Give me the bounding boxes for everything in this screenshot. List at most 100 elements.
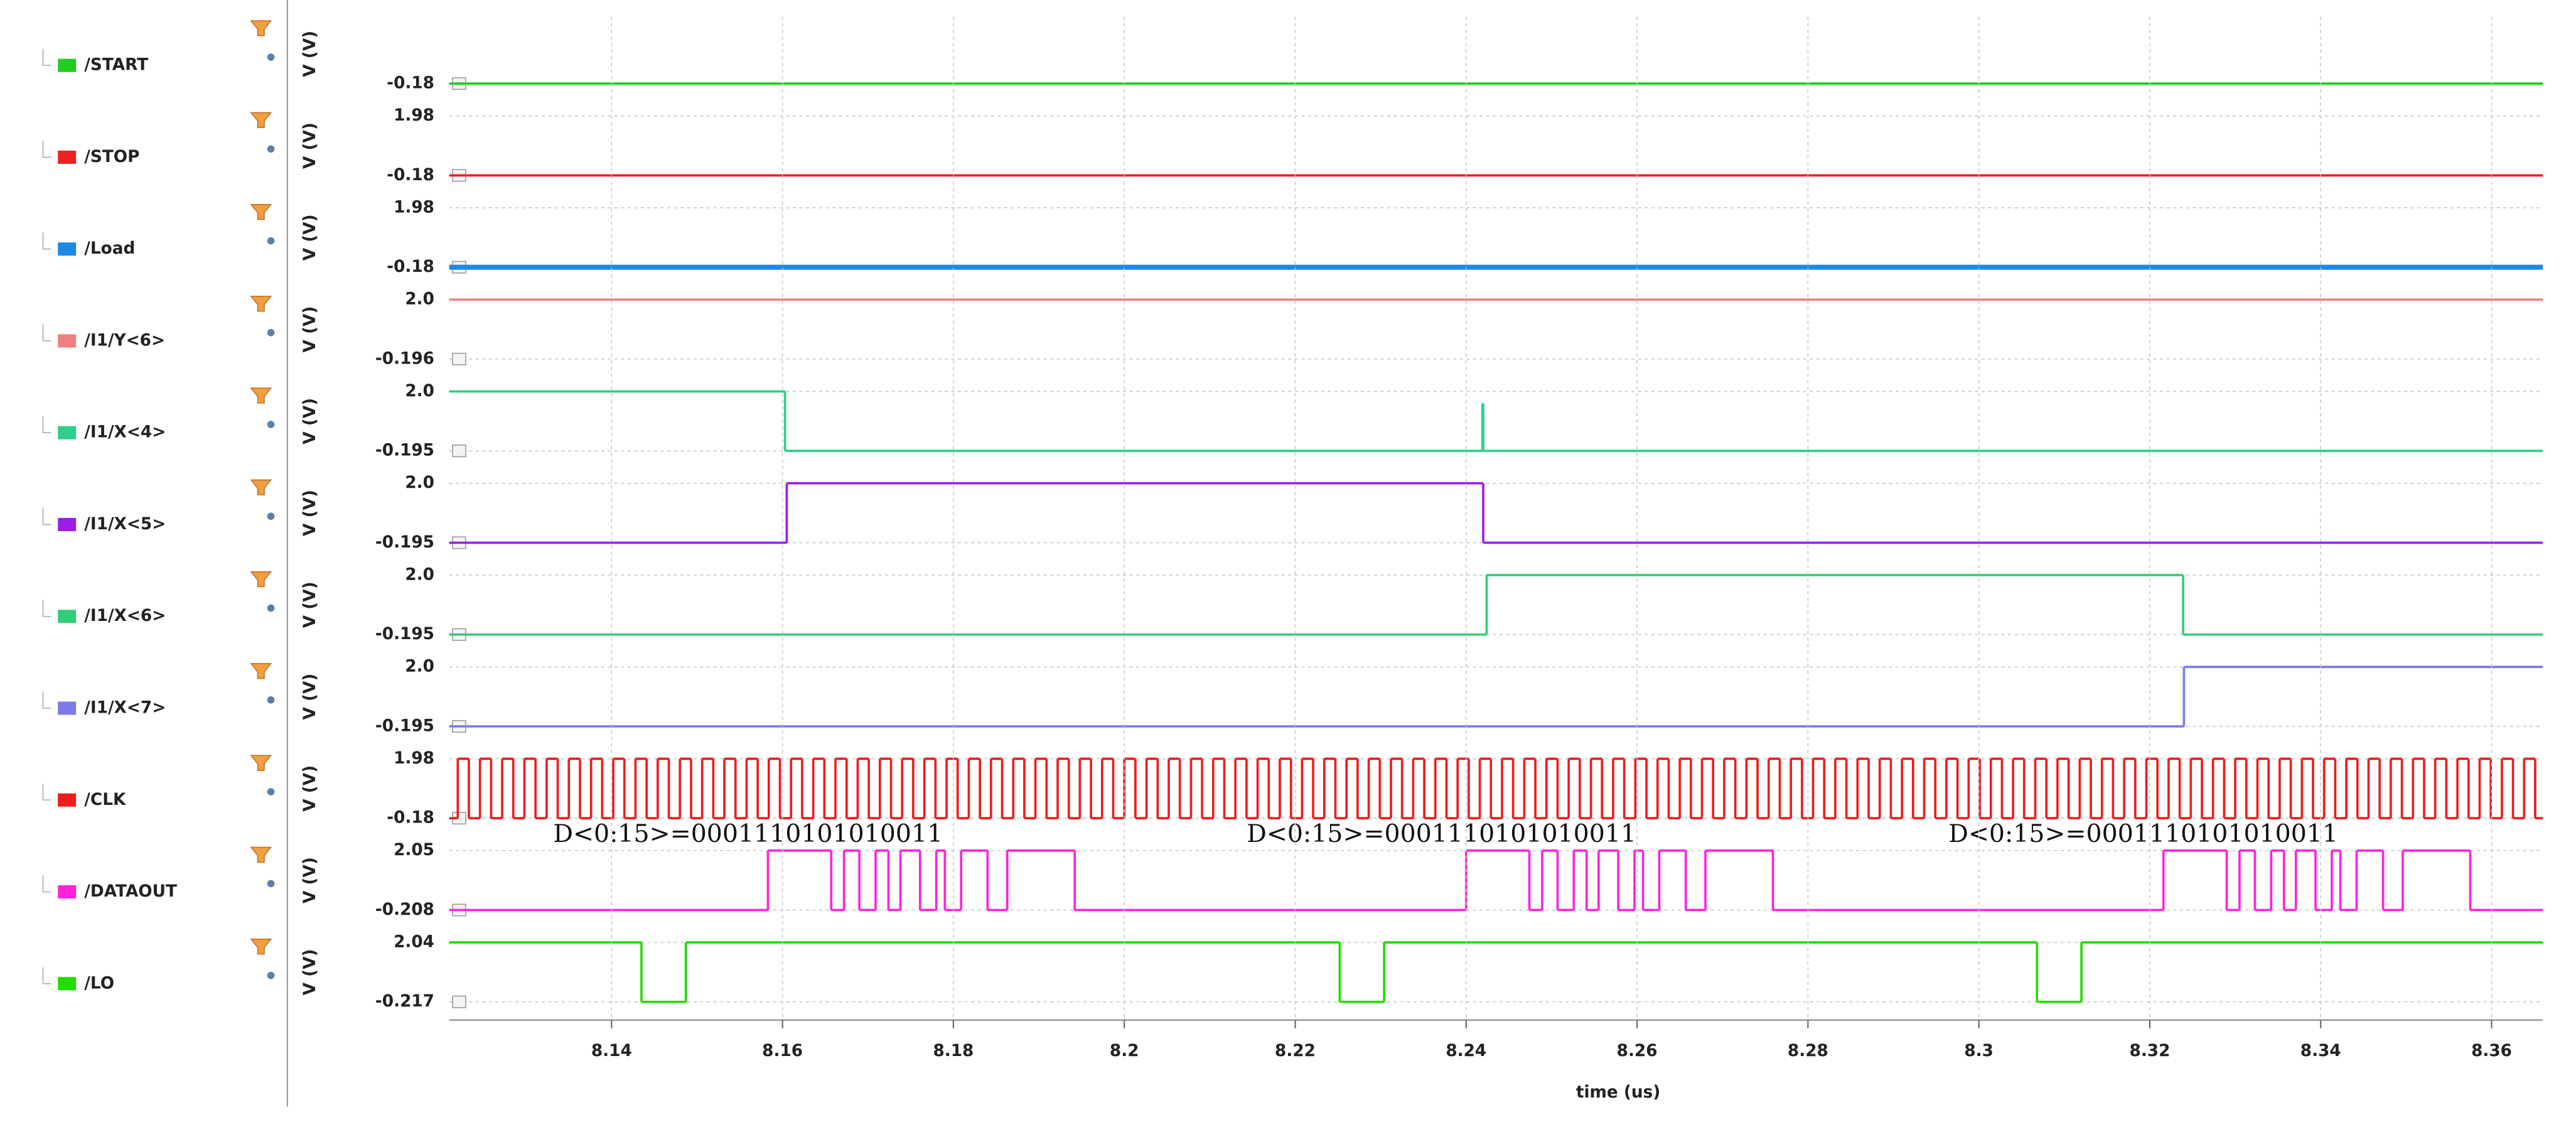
y-tick-label: 1.98 [394, 198, 434, 217]
marker-icon [452, 445, 466, 458]
y-tick-label: 2.0 [405, 290, 434, 309]
y-axis-label: V (V) [301, 31, 319, 77]
visibility-icon[interactable] [267, 421, 275, 428]
y-axis-label: V (V) [301, 581, 319, 628]
legend-swatch[interactable] [58, 58, 77, 72]
filter-icon[interactable] [250, 663, 272, 679]
tree-connector [42, 967, 51, 984]
y-axis-label: V (V) [301, 674, 319, 720]
marker-icon [452, 995, 466, 1008]
y-axis-label: V (V) [301, 949, 319, 995]
y-tick-label: 1.98 [394, 749, 434, 768]
tree-connector [42, 141, 51, 158]
y-tick-label: 1.98 [394, 106, 434, 125]
y-tick-label: -0.208 [375, 900, 434, 919]
filter-icon[interactable] [250, 387, 272, 404]
y-tick-label: -0.195 [375, 533, 434, 552]
tree-connector [42, 416, 51, 434]
visibility-icon[interactable] [267, 971, 275, 979]
filter-icon[interactable] [250, 20, 272, 36]
y-tick-label: -0.196 [375, 349, 434, 368]
x-tick-label: 8.14 [591, 1042, 632, 1060]
filter-icon[interactable] [250, 938, 272, 955]
y-tick-label: -0.195 [375, 716, 434, 735]
y-tick-label: 2.0 [405, 382, 434, 401]
visibility-icon[interactable] [267, 237, 275, 245]
y-tick-label: -0.18 [387, 166, 434, 185]
visibility-icon[interactable] [267, 329, 275, 337]
y-tick-label: -0.195 [375, 441, 434, 460]
legend-label[interactable]: /I1/X<6> [84, 606, 166, 625]
legend-label[interactable]: /I1/X<7> [84, 698, 166, 717]
legend-label[interactable]: /Load [84, 239, 135, 258]
tree-connector [42, 508, 51, 526]
y-axis-label: V (V) [301, 765, 319, 812]
legend-label[interactable]: /I1/X<5> [84, 515, 166, 534]
legend-swatch[interactable] [58, 610, 77, 623]
x-tick-label: 8.32 [2130, 1042, 2171, 1060]
y-tick-label: 2.05 [394, 841, 434, 860]
y-tick-label: 2.0 [405, 565, 434, 584]
tree-connector [42, 783, 51, 801]
visibility-icon[interactable] [267, 696, 275, 704]
legend-label[interactable]: /DATAOUT [84, 882, 177, 901]
tree-connector [42, 875, 51, 893]
visibility-icon[interactable] [267, 880, 275, 888]
annotation: D<0:15>=0001110101010011 [1247, 819, 1636, 848]
y-axis-label: V (V) [301, 306, 319, 353]
tree-connector [42, 48, 51, 66]
visibility-icon[interactable] [267, 512, 275, 520]
y-tick-label: -0.195 [375, 625, 434, 644]
y-tick-label: -0.18 [387, 74, 434, 93]
visibility-icon[interactable] [267, 145, 275, 153]
tree-connector [42, 232, 51, 250]
x-tick-label: 8.24 [1446, 1042, 1486, 1060]
legend-label[interactable]: /I1/Y<6> [84, 331, 165, 350]
x-tick-label: 8.28 [1788, 1042, 1828, 1060]
legend-label[interactable]: /CLK [84, 790, 127, 809]
legend-swatch[interactable] [58, 701, 77, 715]
tree-connector [42, 324, 51, 342]
legend-swatch[interactable] [58, 426, 77, 439]
filter-icon[interactable] [250, 571, 272, 588]
x-tick-label: 8.34 [2300, 1042, 2341, 1060]
tree-connector [42, 691, 51, 709]
filter-icon[interactable] [250, 479, 272, 495]
filter-icon[interactable] [250, 112, 272, 128]
visibility-icon[interactable] [267, 53, 275, 61]
y-tick-label: -0.217 [375, 992, 434, 1011]
legend-label[interactable]: /STOP [84, 148, 139, 166]
x-tick-label: 8.26 [1617, 1042, 1658, 1060]
visibility-icon[interactable] [267, 604, 275, 612]
x-tick-label: 8.18 [933, 1042, 974, 1060]
legend-label[interactable]: /I1/X<4> [84, 423, 166, 442]
y-tick-label: -0.18 [387, 809, 434, 827]
visibility-icon[interactable] [267, 788, 275, 795]
legend-label[interactable]: /LO [84, 974, 114, 993]
annotation: D<0:15>=0001110101010011 [1948, 819, 2338, 848]
marker-icon [452, 352, 466, 365]
filter-icon[interactable] [250, 296, 272, 312]
y-axis-label: V (V) [301, 214, 319, 261]
filter-icon[interactable] [250, 203, 272, 220]
legend-swatch[interactable] [58, 334, 77, 348]
legend-swatch[interactable] [58, 150, 77, 164]
filter-icon[interactable] [250, 755, 272, 771]
tree-connector [42, 600, 51, 617]
y-axis-label: V (V) [301, 857, 319, 903]
annotation: D<0:15>=0001110101010011 [553, 819, 943, 848]
x-tick-label: 8.36 [2471, 1042, 2512, 1060]
legend-swatch[interactable] [58, 242, 77, 256]
filter-icon[interactable] [250, 846, 272, 863]
y-tick-label: -0.18 [387, 257, 434, 276]
legend-swatch[interactable] [58, 977, 77, 991]
x-tick-label: 8.3 [1964, 1042, 1994, 1060]
y-axis-label: V (V) [301, 122, 319, 169]
legend-swatch[interactable] [58, 517, 77, 531]
legend-label[interactable]: /START [84, 56, 148, 75]
x-tick-label: 8.2 [1110, 1042, 1139, 1060]
y-tick-label: 2.04 [394, 933, 434, 952]
legend-swatch[interactable] [58, 885, 77, 899]
legend-swatch[interactable] [58, 793, 77, 807]
